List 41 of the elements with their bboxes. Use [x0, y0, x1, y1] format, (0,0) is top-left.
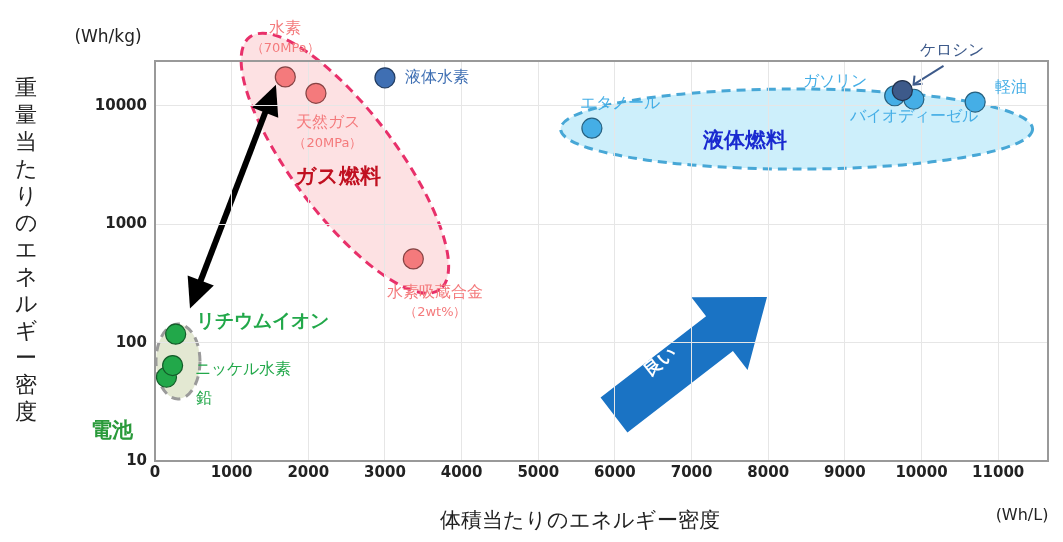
y-tick-label: 10000 [94, 95, 147, 114]
x-tick-label: 0 [149, 462, 161, 481]
y-tick-label: 10 [126, 450, 147, 469]
x-axis-title: 体積当たりのエネルギー密度 [440, 507, 720, 534]
x-tick-label: 10000 [895, 462, 948, 481]
y-tick-label: 100 [115, 332, 147, 351]
text: (Wh/L) [995, 505, 1049, 525]
series-label: バイオディーゼル [848, 106, 978, 126]
x-tick-label: 8000 [747, 462, 790, 481]
series-label: 軽油 [995, 77, 1028, 97]
point [374, 67, 396, 89]
annotation: ガス燃料 [295, 164, 381, 189]
point [891, 79, 913, 102]
annotation: 良い [638, 341, 680, 380]
x-tick-label: 5000 [517, 462, 560, 481]
series-label: 液体水素 [404, 66, 469, 86]
series-label: 鉛 [196, 388, 213, 408]
x-tick-label: 2000 [287, 462, 330, 481]
text: 電池 [91, 418, 134, 443]
series-label: ニッケル水素 [194, 358, 291, 378]
text: (Wh/kg) [74, 26, 142, 47]
x-tick-label: 7000 [670, 462, 713, 481]
x-tick-label: 6000 [594, 462, 636, 481]
x-tick-label: 3000 [364, 462, 406, 481]
series-label: ガソリン [802, 70, 867, 90]
point [165, 323, 187, 345]
point [274, 66, 296, 88]
x-tick-label: 11000 [972, 462, 1025, 481]
text: 重量当たりのエネルギー密度 [14, 75, 38, 424]
point [402, 248, 424, 270]
point [581, 117, 603, 139]
annotation: 液体燃料 [702, 128, 787, 153]
series-label: 水素（70MPa） [250, 18, 320, 56]
x-tick-label: 1000 [210, 462, 253, 481]
series-label: 天然ガス（20MPa） [293, 112, 363, 150]
x-tick-label: 9000 [824, 462, 866, 481]
series-label: ケロシン [920, 39, 985, 59]
series-label: リチウムイオン [195, 309, 329, 332]
x-tick-label: 4000 [440, 462, 483, 481]
point [305, 82, 327, 104]
y-tick-label: 1000 [105, 214, 147, 233]
